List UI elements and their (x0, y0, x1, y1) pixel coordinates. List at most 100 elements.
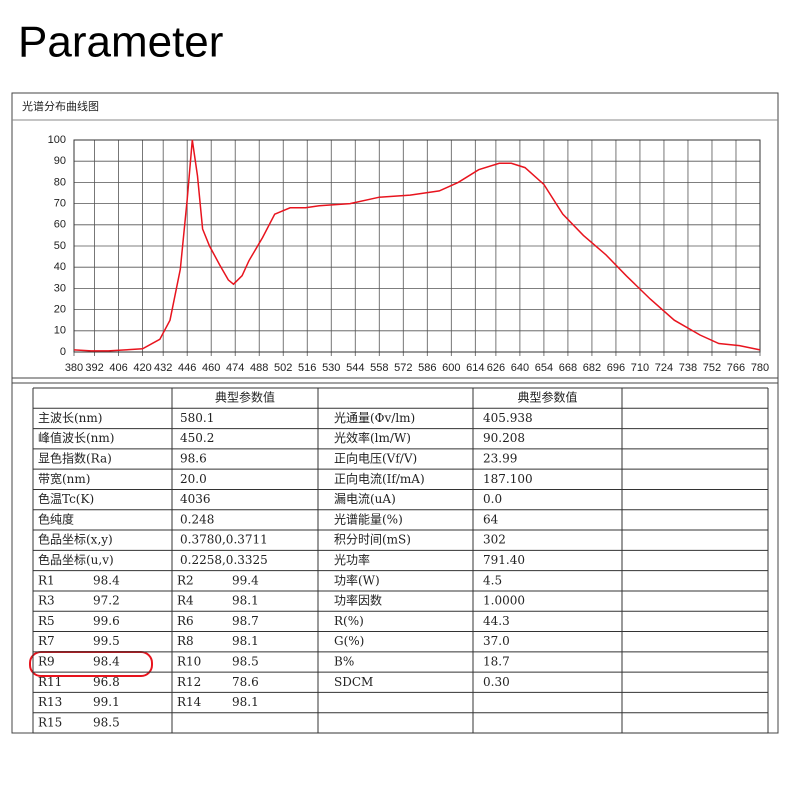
y-tick-label: 80 (54, 176, 66, 188)
x-tick-label: 668 (559, 362, 577, 374)
y-tick-label: 10 (54, 325, 66, 337)
param-label: 光谱能量(%) (334, 512, 403, 526)
x-tick-label: 572 (394, 362, 412, 374)
param-label: 功率(W) (334, 572, 380, 587)
x-tick-label: 446 (178, 362, 196, 374)
param-label: 光通量(Φv/lm) (334, 411, 415, 425)
param-label: 色纯度 (38, 511, 74, 526)
cri-value: 99.1 (93, 695, 120, 709)
param-label: R(%) (334, 614, 364, 628)
x-tick-label: 460 (202, 362, 220, 374)
x-tick-label: 626 (487, 362, 505, 374)
cri-value: 98.5 (232, 654, 259, 668)
cri-value: 96.8 (93, 675, 120, 689)
x-tick-label: 682 (583, 362, 601, 374)
x-tick-label: 600 (442, 362, 460, 374)
y-tick-label: 20 (54, 304, 66, 316)
x-tick-label: 696 (607, 362, 625, 374)
cri-label: R6 (177, 614, 194, 628)
y-tick-label: 0 (60, 346, 66, 358)
param-value: 0.30 (483, 675, 510, 689)
x-tick-label: 380 (65, 362, 83, 374)
cri-label: R11 (38, 675, 62, 689)
param-label: 显色指数(Ra) (38, 451, 112, 466)
param-label: 积分时间(mS) (334, 533, 411, 547)
param-label: 功率因数 (334, 593, 382, 608)
param-value: 4036 (180, 492, 211, 506)
plot-frame (73, 139, 761, 353)
x-tick-label: 724 (655, 362, 673, 374)
cri-value: 98.1 (232, 634, 259, 648)
param-label: 光功率 (334, 552, 370, 567)
x-tick-label: 558 (370, 362, 388, 374)
x-tick-label: 654 (535, 362, 553, 374)
x-tick-label: 614 (466, 362, 484, 374)
cri-label: R13 (38, 695, 62, 709)
cri-label: R1 (38, 573, 55, 587)
param-value: 90.208 (483, 431, 525, 445)
param-value: 23.99 (483, 452, 517, 466)
param-value: 4.5 (483, 573, 502, 587)
x-tick-label: 420 (133, 362, 151, 374)
param-value: 302 (483, 533, 506, 547)
param-value: 405.938 (483, 411, 533, 425)
cri-label: R8 (177, 634, 194, 648)
x-tick-label: 488 (250, 362, 268, 374)
param-value: 37.0 (483, 634, 510, 648)
param-value: 1.0000 (483, 594, 525, 608)
cri-label: R4 (177, 594, 194, 608)
param-label: 峰值波长(nm) (38, 430, 114, 445)
x-tick-label: 502 (274, 362, 292, 374)
param-value: 580.1 (180, 411, 214, 425)
param-label: B% (334, 654, 354, 668)
cri-value: 99.6 (93, 614, 120, 628)
cri-label: R7 (38, 634, 55, 648)
table-header: 典型参数值 (215, 390, 275, 405)
param-value: 450.2 (180, 431, 214, 445)
x-tick-label: 640 (511, 362, 529, 374)
param-value: 20.0 (180, 472, 207, 486)
cri-label: R2 (177, 573, 194, 587)
param-label: 色温Tc(K) (38, 492, 94, 506)
x-tick-label: 432 (154, 362, 172, 374)
param-label: 漏电流(uA) (334, 492, 396, 506)
x-tick-label: 752 (703, 362, 721, 374)
spectrum-line (73, 139, 761, 352)
y-tick-label: 70 (54, 198, 66, 210)
cri-value: 98.5 (93, 715, 120, 729)
param-label: SDCM (334, 675, 373, 689)
x-tick-label: 766 (727, 362, 745, 374)
x-tick-label: 474 (226, 362, 244, 374)
y-tick-label: 60 (54, 219, 66, 231)
param-value: 64 (483, 512, 499, 526)
param-value: 0.2258,0.3325 (180, 553, 268, 567)
y-tick-label: 90 (54, 155, 66, 167)
table-header: 典型参数值 (517, 390, 577, 405)
x-tick-label: 586 (418, 362, 436, 374)
param-label: 正向电压(Vf/V) (334, 451, 417, 466)
y-tick-label: 30 (54, 282, 66, 294)
cri-label: R3 (38, 594, 55, 608)
param-label: G(%) (334, 634, 364, 648)
cri-value: 98.4 (93, 573, 120, 587)
cri-value: 78.6 (232, 675, 259, 689)
cri-label: R10 (177, 654, 201, 668)
cri-value: 98.4 (93, 654, 120, 668)
param-value: 18.7 (483, 654, 510, 668)
param-value: 0.0 (483, 492, 502, 506)
cri-label: R14 (177, 695, 202, 709)
param-value: 0.248 (180, 512, 214, 526)
y-tick-label: 40 (54, 261, 66, 273)
param-value: 187.100 (483, 472, 533, 486)
param-value: 98.6 (180, 452, 207, 466)
chart-title: 光谱分布曲线图 (22, 99, 99, 113)
x-tick-label: 710 (631, 362, 649, 374)
cri-label: R5 (38, 614, 55, 628)
param-value: 0.3780,0.3711 (180, 533, 268, 547)
cri-value: 97.2 (93, 594, 120, 608)
cri-value: 98.1 (232, 594, 259, 608)
cri-label: R15 (38, 715, 62, 729)
cri-value: 98.7 (232, 614, 259, 628)
cri-label: R9 (38, 654, 55, 668)
param-label: 主波长(nm) (38, 411, 102, 425)
